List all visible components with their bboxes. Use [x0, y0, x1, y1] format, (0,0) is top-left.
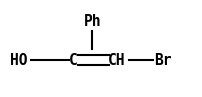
Text: HO: HO [9, 53, 27, 68]
Text: Ph: Ph [83, 14, 101, 29]
Text: C: C [68, 53, 77, 68]
Text: CH: CH [107, 53, 125, 68]
Text: Br: Br [153, 53, 170, 68]
